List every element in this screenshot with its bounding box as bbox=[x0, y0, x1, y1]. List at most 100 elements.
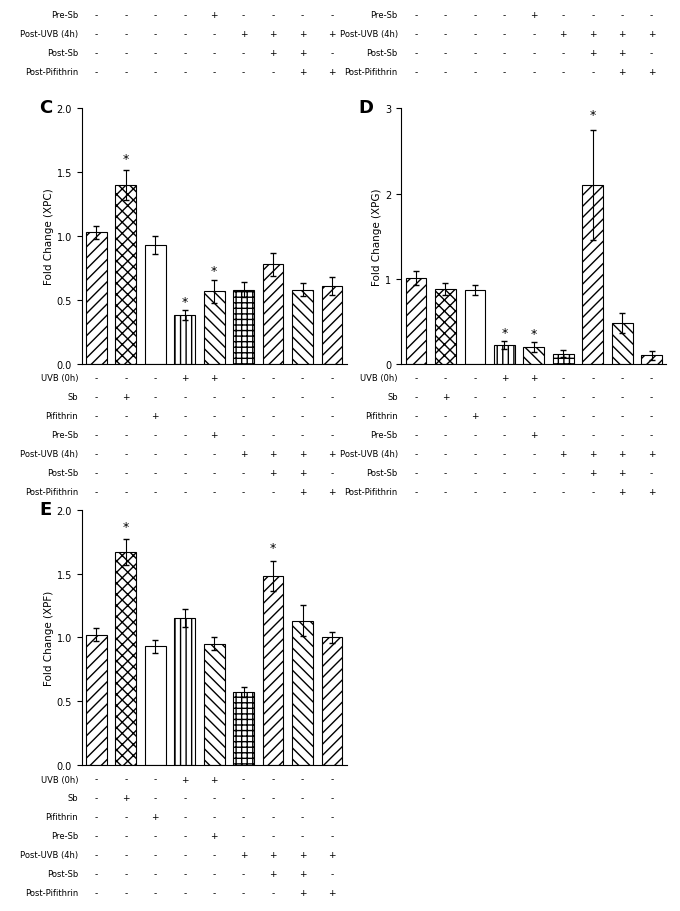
Text: -: - bbox=[213, 30, 216, 39]
Text: +: + bbox=[328, 487, 336, 496]
Text: -: - bbox=[562, 412, 565, 421]
Text: UVB (0h): UVB (0h) bbox=[41, 374, 78, 383]
Text: *: * bbox=[590, 109, 596, 122]
Text: +: + bbox=[618, 68, 626, 77]
Text: -: - bbox=[591, 412, 594, 421]
Text: +: + bbox=[299, 30, 307, 39]
Text: -: - bbox=[414, 487, 418, 496]
Text: +: + bbox=[240, 850, 248, 859]
Text: -: - bbox=[444, 49, 447, 58]
Text: -: - bbox=[154, 449, 157, 458]
Text: +: + bbox=[210, 774, 218, 783]
Bar bbox=[583, 186, 603, 364]
Text: -: - bbox=[591, 487, 594, 496]
Text: Sb: Sb bbox=[387, 393, 398, 402]
Text: *: * bbox=[182, 295, 188, 308]
Text: Post-UVB (4h): Post-UVB (4h) bbox=[340, 449, 398, 458]
Text: Pre-Sb: Pre-Sb bbox=[51, 12, 78, 20]
Text: Sb: Sb bbox=[67, 393, 78, 402]
Text: -: - bbox=[95, 68, 98, 77]
Text: -: - bbox=[503, 431, 506, 439]
Text: -: - bbox=[301, 0, 304, 2]
Bar bbox=[145, 647, 165, 765]
Text: -: - bbox=[271, 12, 275, 20]
Text: -: - bbox=[301, 774, 304, 783]
Bar bbox=[174, 316, 195, 364]
Text: -: - bbox=[473, 30, 477, 39]
Text: +: + bbox=[589, 49, 596, 58]
Text: -: - bbox=[650, 0, 653, 2]
Y-axis label: Fold Change (XPF): Fold Change (XPF) bbox=[44, 590, 54, 685]
Bar bbox=[204, 644, 224, 765]
Text: -: - bbox=[95, 431, 98, 439]
Bar bbox=[145, 246, 165, 364]
Text: -: - bbox=[242, 487, 245, 496]
Text: +: + bbox=[269, 49, 277, 58]
Text: +: + bbox=[269, 468, 277, 477]
Text: -: - bbox=[271, 412, 275, 421]
Text: Pifithrin: Pifithrin bbox=[365, 0, 398, 2]
Text: -: - bbox=[271, 431, 275, 439]
Text: +: + bbox=[530, 431, 538, 439]
Text: +: + bbox=[299, 449, 307, 458]
Text: -: - bbox=[562, 0, 565, 2]
Text: -: - bbox=[503, 449, 506, 458]
Text: -: - bbox=[183, 468, 186, 477]
Text: +: + bbox=[269, 869, 277, 878]
Text: -: - bbox=[183, 0, 186, 2]
Text: -: - bbox=[621, 12, 624, 20]
Text: Pre-Sb: Pre-Sb bbox=[371, 431, 398, 439]
Bar bbox=[322, 638, 342, 765]
Text: -: - bbox=[95, 888, 98, 897]
Text: -: - bbox=[621, 393, 624, 402]
Text: -: - bbox=[124, 832, 127, 840]
Text: -: - bbox=[154, 774, 157, 783]
Text: -: - bbox=[532, 487, 535, 496]
Text: -: - bbox=[330, 12, 334, 20]
Text: -: - bbox=[124, 468, 127, 477]
Text: +: + bbox=[299, 68, 307, 77]
Text: Pifithrin: Pifithrin bbox=[365, 412, 398, 421]
Text: -: - bbox=[473, 393, 477, 402]
Text: *: * bbox=[270, 542, 276, 555]
Text: Post-Pifithrin: Post-Pifithrin bbox=[25, 68, 78, 77]
Text: -: - bbox=[183, 850, 186, 859]
Bar bbox=[641, 356, 662, 364]
Text: -: - bbox=[95, 869, 98, 878]
Text: -: - bbox=[503, 468, 506, 477]
Text: C: C bbox=[39, 99, 52, 118]
Text: +: + bbox=[618, 468, 626, 477]
Text: -: - bbox=[591, 393, 594, 402]
Text: -: - bbox=[213, 888, 216, 897]
Text: +: + bbox=[328, 68, 336, 77]
Text: +: + bbox=[471, 412, 479, 421]
Text: +: + bbox=[152, 813, 159, 822]
Text: +: + bbox=[560, 30, 567, 39]
Text: -: - bbox=[124, 449, 127, 458]
Text: -: - bbox=[444, 0, 447, 2]
Text: -: - bbox=[444, 68, 447, 77]
Text: Post-Sb: Post-Sb bbox=[47, 49, 78, 58]
Text: -: - bbox=[124, 30, 127, 39]
Text: -: - bbox=[444, 30, 447, 39]
Text: -: - bbox=[213, 793, 216, 803]
Text: -: - bbox=[330, 412, 334, 421]
Text: +: + bbox=[589, 468, 596, 477]
Bar bbox=[116, 186, 136, 364]
Text: D: D bbox=[359, 99, 374, 118]
Text: -: - bbox=[330, 393, 334, 402]
Text: -: - bbox=[124, 869, 127, 878]
Bar bbox=[86, 635, 107, 765]
Text: -: - bbox=[95, 49, 98, 58]
Text: -: - bbox=[271, 68, 275, 77]
Text: -: - bbox=[95, 793, 98, 803]
Text: -: - bbox=[124, 49, 127, 58]
Text: +: + bbox=[328, 30, 336, 39]
Text: -: - bbox=[562, 49, 565, 58]
Text: -: - bbox=[650, 12, 653, 20]
Text: +: + bbox=[618, 49, 626, 58]
Text: -: - bbox=[95, 12, 98, 20]
Y-axis label: Fold Change (XPC): Fold Change (XPC) bbox=[44, 189, 54, 285]
Text: -: - bbox=[444, 374, 447, 383]
Text: -: - bbox=[473, 68, 477, 77]
